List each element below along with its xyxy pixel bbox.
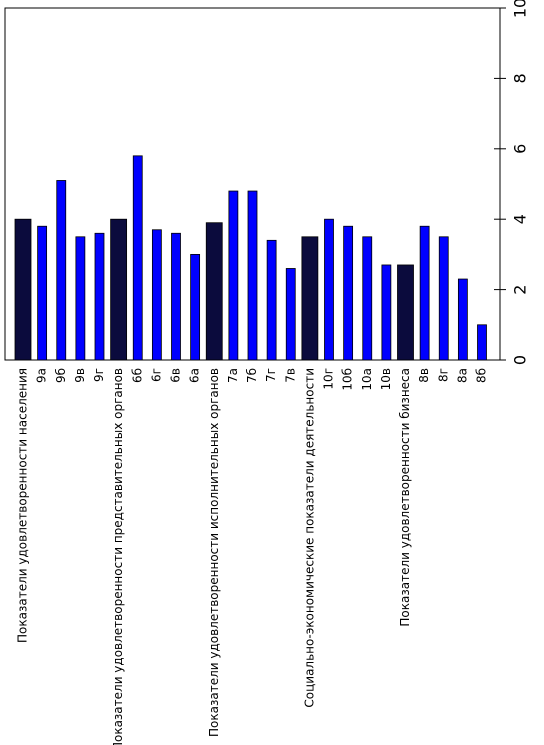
x-tick-label: 6г [149, 368, 163, 382]
bar [132, 155, 143, 361]
x-tick-label: 7а [226, 368, 240, 383]
x-tick-label: Показатели удовлетворенности представите… [111, 368, 125, 745]
x-tick-label: 6б [130, 368, 144, 383]
x-tick-label: Показатели удовлетворенности бизнеса [398, 368, 412, 627]
bar [266, 239, 277, 361]
bar [37, 225, 48, 361]
bar [110, 218, 128, 361]
bar [14, 218, 32, 361]
bar [171, 232, 181, 361]
bar [285, 268, 296, 361]
x-tick-label: Показатели удовлетворенности исполнитель… [207, 368, 221, 737]
bar [362, 236, 373, 361]
y-tick-label: 0 [511, 355, 530, 365]
bar [438, 236, 449, 361]
bar [397, 264, 414, 361]
x-tick-label: Социально-экономические показатели деяте… [302, 368, 316, 708]
bar [228, 190, 239, 361]
x-tick-label: 10г [322, 368, 336, 390]
x-tick-label: 9а [35, 368, 49, 383]
bar [94, 232, 105, 361]
bar [324, 218, 334, 361]
x-tick-label: 9б [54, 368, 68, 383]
y-tick-label: 10 [511, 0, 530, 18]
bar [419, 225, 430, 361]
x-tick-label: 9в [73, 368, 87, 383]
x-tick-label: 9г [92, 368, 106, 382]
bar [301, 236, 319, 361]
y-tick-label: 8 [511, 73, 530, 83]
bar [151, 229, 162, 361]
x-tick-label: 8б [475, 368, 489, 383]
bar [75, 236, 86, 361]
x-tick-label: 8а [455, 368, 469, 383]
x-tick-label: 7г [264, 368, 278, 382]
x-tick-label: 7б [245, 368, 259, 383]
x-tick-label: 10б [341, 368, 355, 391]
bar [205, 222, 223, 361]
x-tick-label: 6а [188, 368, 202, 383]
bar [190, 253, 201, 361]
bar [56, 180, 67, 361]
x-tick-label: 10а [360, 368, 374, 391]
y-tick-label: 6 [511, 144, 530, 154]
bar [343, 225, 354, 361]
x-tick-label: 6в [169, 368, 183, 383]
y-tick-label: 4 [511, 214, 530, 224]
y-tick-label: 2 [511, 285, 530, 295]
x-tick-label: 8в [417, 368, 431, 383]
bar [457, 278, 468, 361]
bar [477, 324, 487, 361]
bar [247, 190, 258, 361]
x-tick-label: Показатели удовлетворенности населения [16, 368, 30, 643]
bar [381, 264, 392, 361]
x-tick-label: 8г [436, 368, 450, 382]
x-tick-label: 10в [379, 368, 393, 390]
x-tick-label: 7в [283, 368, 297, 383]
